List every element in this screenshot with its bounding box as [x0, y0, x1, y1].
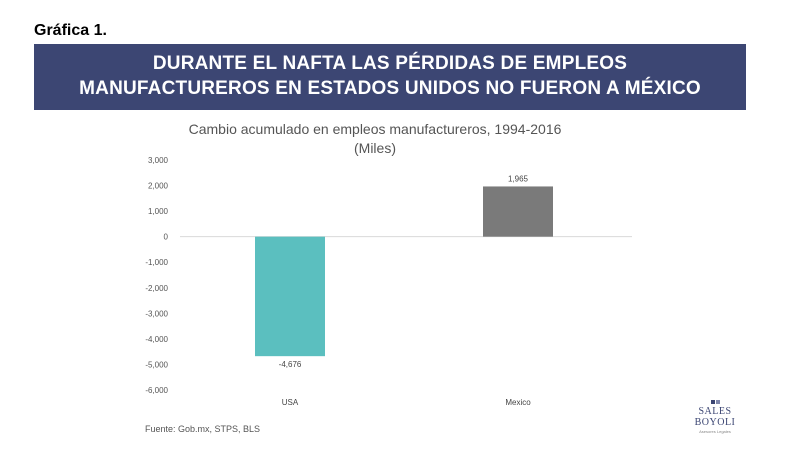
- logo-mark-icon: [680, 400, 750, 404]
- chart-title: Cambio acumulado en empleos manufacturer…: [188, 121, 562, 137]
- logo-tagline: Asesores Legales: [699, 429, 731, 434]
- data-label-usa: -4,676: [279, 360, 302, 369]
- data-label-mexico: 1,965: [508, 174, 529, 183]
- headline-banner: DURANTE EL NAFTA LAS PÉRDIDAS DE EMPLEOS…: [34, 44, 746, 110]
- y-tick-label: -6,000: [145, 386, 168, 395]
- y-tick-label: 1,000: [148, 207, 169, 216]
- headline-line-2: MANUFACTUREROS EN ESTADOS UNIDOS NO FUER…: [79, 78, 701, 99]
- y-tick-label: -1,000: [145, 258, 168, 267]
- company-logo: SALES BOYOLI Asesores Legales: [680, 400, 750, 434]
- x-tick-label-mexico: Mexico: [505, 398, 531, 407]
- y-tick-label: 0: [164, 233, 169, 242]
- y-tick-label: -4,000: [145, 335, 168, 344]
- bar-mexico: [483, 186, 553, 237]
- source-note: Fuente: Gob.mx, STPS, BLS: [145, 424, 261, 434]
- logo-name: SALES BOYOLI: [694, 406, 736, 428]
- x-tick-label-usa: USA: [282, 398, 299, 407]
- bar-usa: [255, 236, 325, 357]
- y-tick-label: -5,000: [145, 360, 168, 369]
- chart-subtitle: (Miles): [354, 139, 396, 156]
- y-tick-label: 2,000: [148, 182, 169, 191]
- y-tick-label: -3,000: [145, 309, 168, 318]
- y-tick-label: -2,000: [145, 284, 168, 293]
- figure-label: Gráfica 1.: [34, 22, 107, 39]
- chart-title-block: Cambio acumulado en empleos manufacturer…: [120, 120, 630, 158]
- headline-line-1: DURANTE EL NAFTA LAS PÉRDIDAS DE EMPLEOS: [152, 53, 628, 75]
- y-tick-label: 3,000: [148, 156, 169, 165]
